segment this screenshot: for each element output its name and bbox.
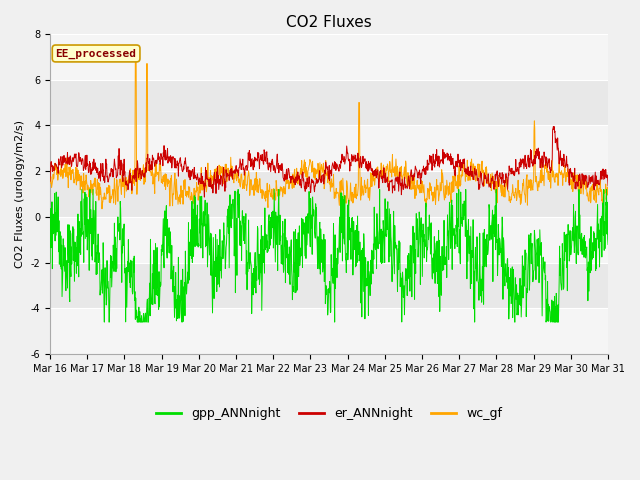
Bar bbox=[50, 125, 608, 171]
Legend: gpp_ANNnight, er_ANNnight, wc_gf: gpp_ANNnight, er_ANNnight, wc_gf bbox=[151, 402, 508, 425]
Title: CO2 Fluxes: CO2 Fluxes bbox=[286, 15, 372, 30]
Y-axis label: CO2 Fluxes (urology/m2/s): CO2 Fluxes (urology/m2/s) bbox=[15, 120, 25, 268]
Bar bbox=[50, 80, 608, 125]
Bar bbox=[50, 34, 608, 80]
Bar bbox=[50, 171, 608, 217]
Bar bbox=[50, 308, 608, 354]
Text: EE_processed: EE_processed bbox=[56, 48, 136, 59]
Bar bbox=[50, 217, 608, 263]
Bar bbox=[50, 263, 608, 308]
